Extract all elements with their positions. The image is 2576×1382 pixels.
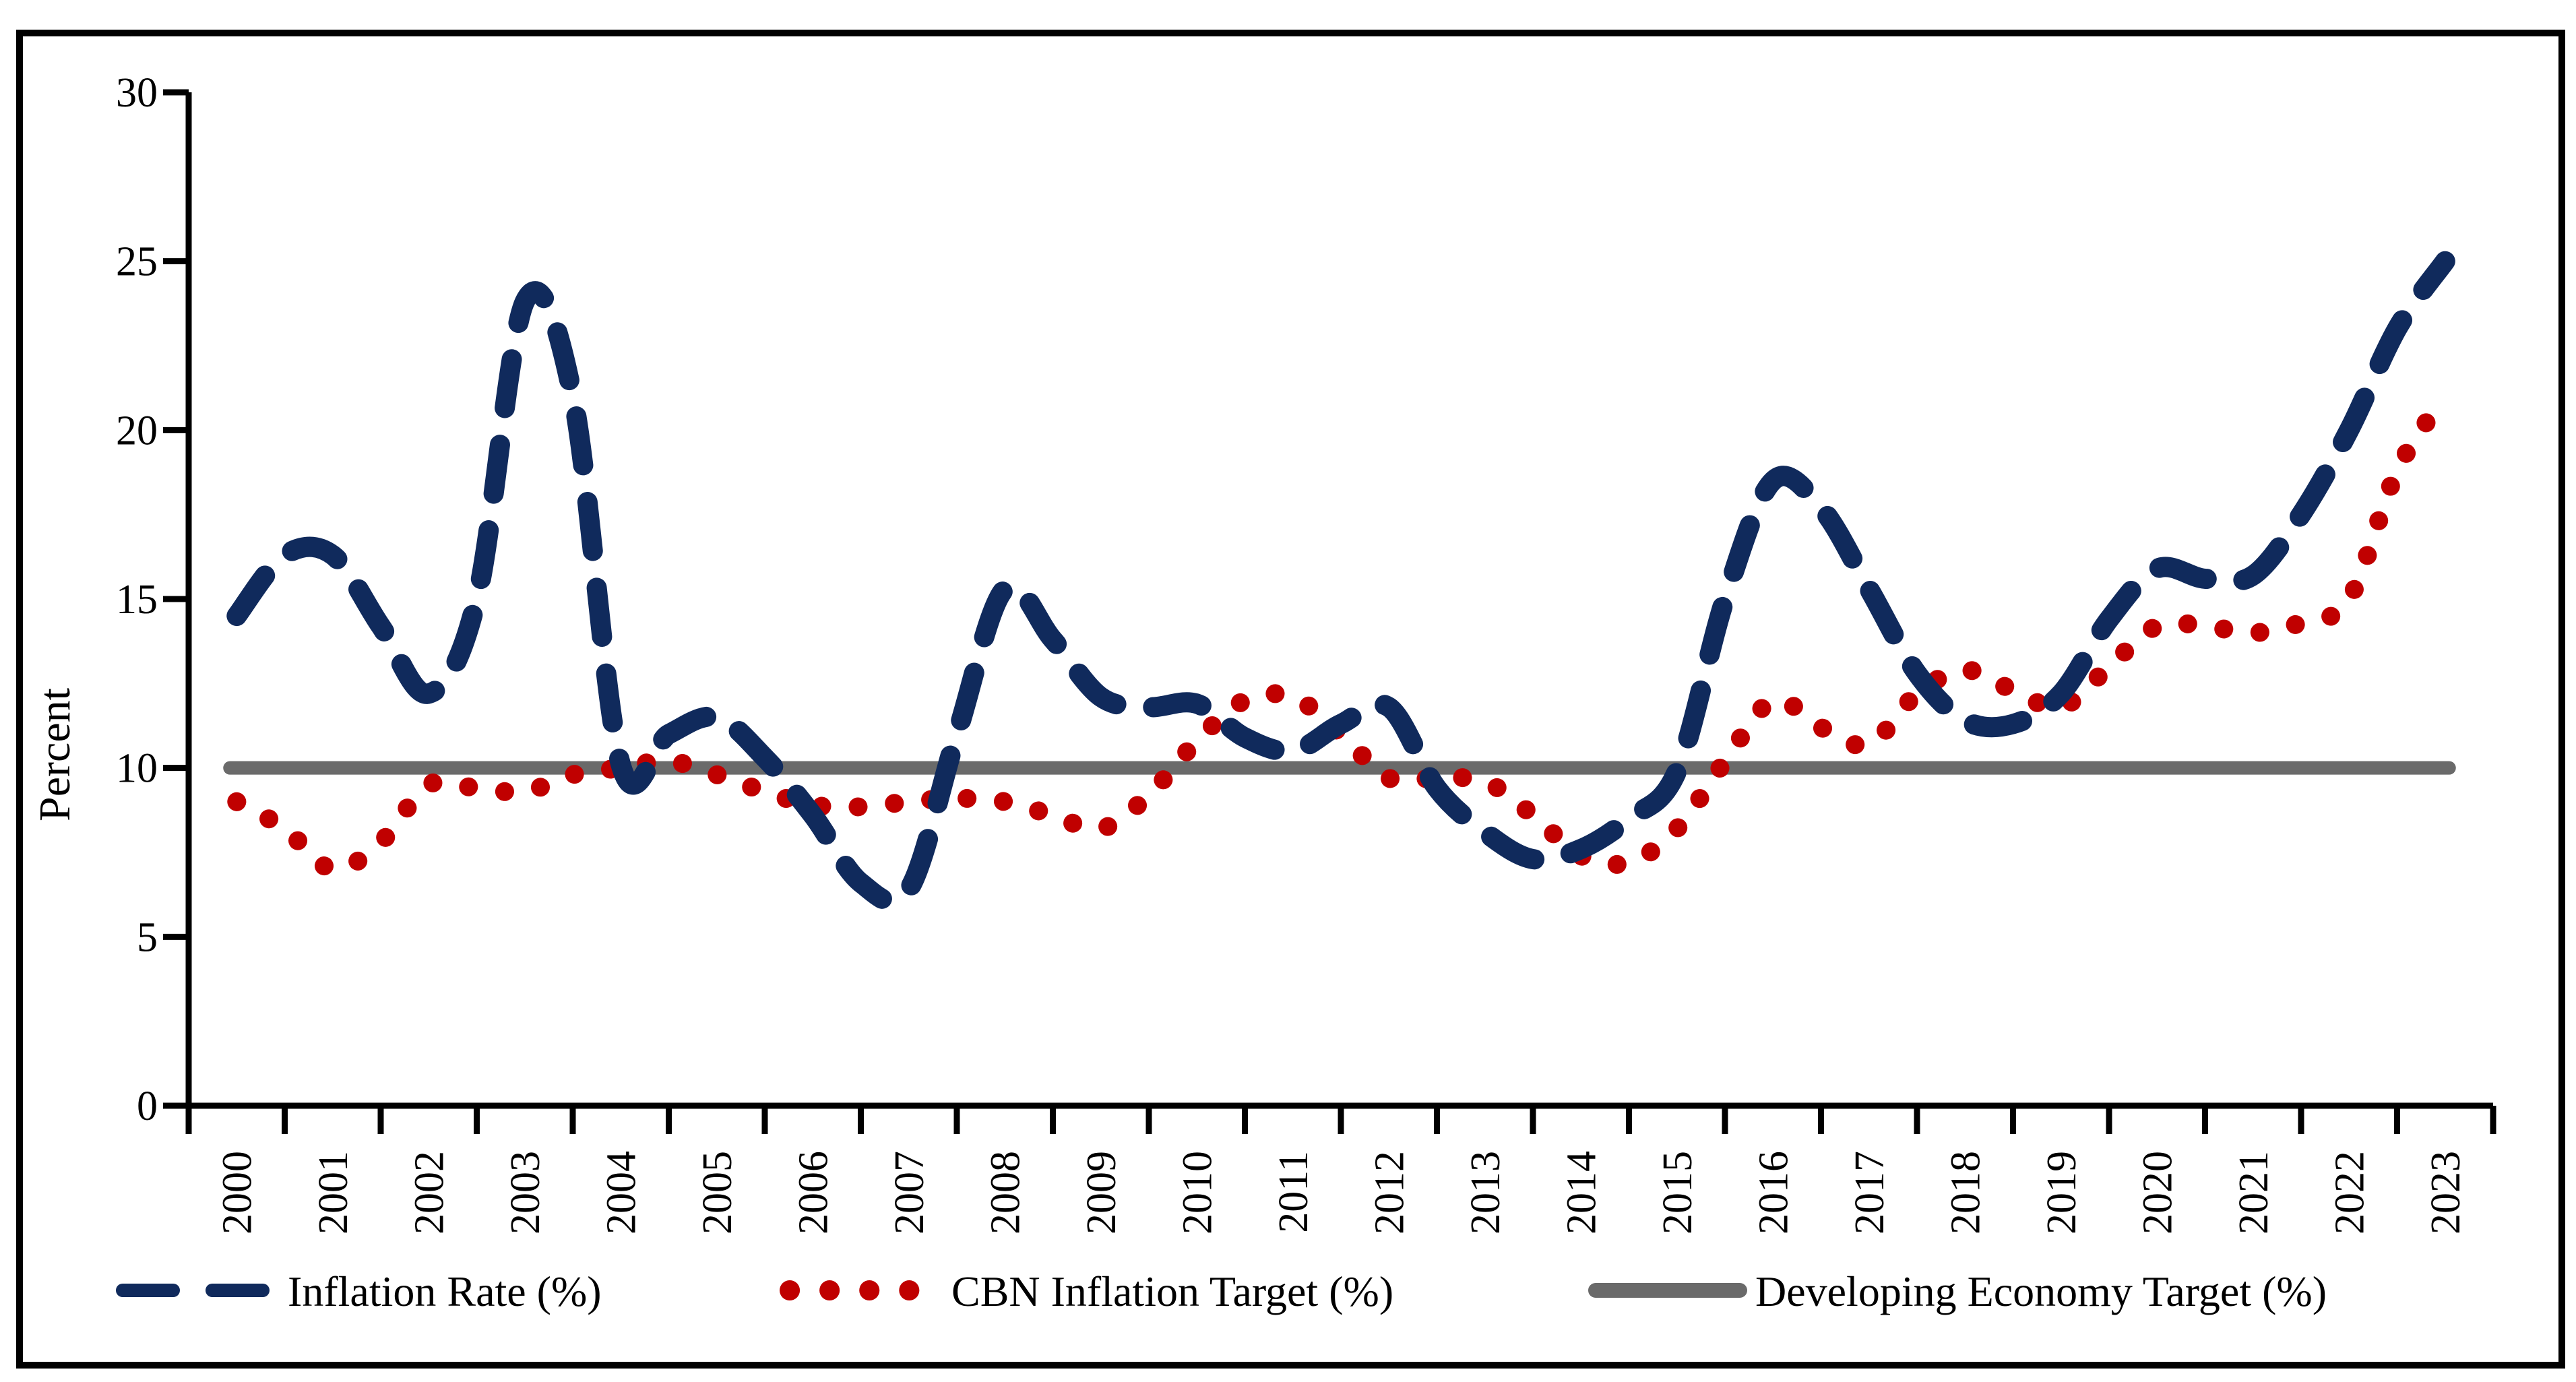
x-year-label: 2009: [1079, 1151, 1125, 1234]
x-year-label: 2016: [1751, 1151, 1796, 1234]
x-year-label: 2017: [1847, 1151, 1893, 1234]
x-year-label: 2021: [2231, 1151, 2277, 1234]
y-tick-label: 5: [137, 914, 158, 960]
legend-developing-economy-label: Developing Economy Target (%): [1755, 1267, 2327, 1315]
y-tick-label: 20: [116, 408, 158, 453]
series-inflation-rate: [226, 251, 2455, 912]
y-axis-title: Percent: [30, 688, 80, 821]
x-year-label: 2018: [1943, 1151, 1988, 1234]
x-year-label: 2019: [2039, 1151, 2085, 1234]
x-year-label: 2014: [1559, 1151, 1604, 1234]
x-year-label: 2023: [2423, 1151, 2469, 1234]
x-year-label: 2001: [311, 1151, 356, 1234]
axes: 0 5 10 15 20 25 30 2000 2001 2002 2003 2004 2005 2006…: [116, 70, 2496, 1234]
plot-series: [223, 251, 2456, 912]
legend: Inflation Rate (%) CBN Inflation Target …: [116, 1267, 2327, 1315]
x-year-label: 2000: [214, 1151, 260, 1234]
x-year-label: 2005: [695, 1151, 741, 1234]
legend-cbn-target-label: CBN Inflation Target (%): [951, 1267, 1393, 1315]
x-year-label: 2010: [1174, 1151, 1220, 1234]
legend-inflation-rate-label: Inflation Rate (%): [288, 1267, 602, 1315]
y-tick-label: 30: [116, 70, 158, 116]
x-year-label: 2015: [1655, 1151, 1701, 1234]
x-year-label: 2022: [2327, 1151, 2373, 1234]
y-tick-label: 10: [116, 746, 158, 792]
chart-frame: [16, 30, 2565, 1369]
y-tick-label: 15: [116, 577, 158, 623]
x-year-label: 2006: [790, 1151, 836, 1234]
y-tick-label: 0: [137, 1083, 158, 1129]
y-tick-label: 25: [116, 239, 158, 285]
x-year-label: 2011: [1271, 1151, 1317, 1233]
x-year-label: 2007: [887, 1151, 933, 1234]
x-year-label: 2002: [406, 1151, 452, 1234]
x-year-label: 2003: [503, 1151, 548, 1234]
x-year-label: 2020: [2135, 1151, 2180, 1234]
x-year-label: 2004: [598, 1151, 644, 1234]
x-year-label: 2008: [982, 1151, 1028, 1234]
x-year-label: 2012: [1366, 1151, 1412, 1234]
x-year-label: 2013: [1463, 1151, 1509, 1234]
